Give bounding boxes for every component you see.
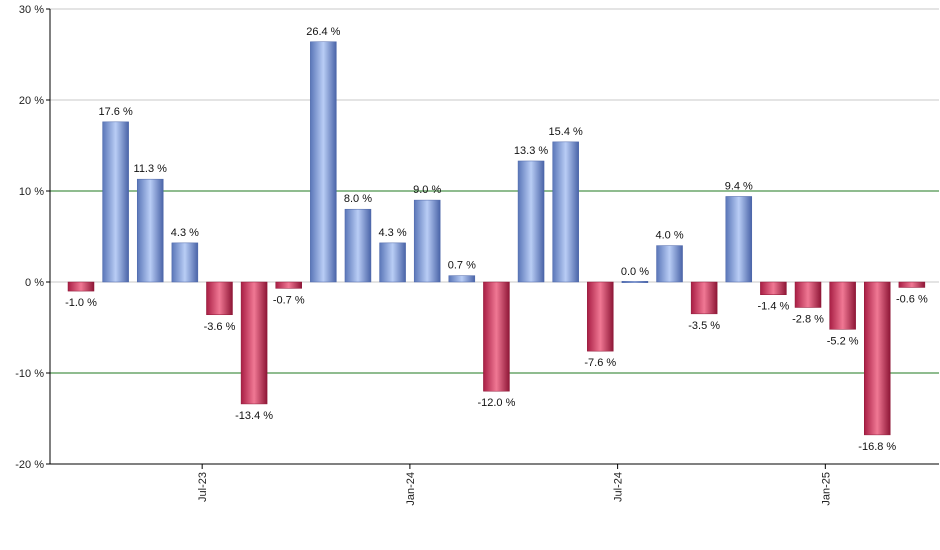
bar xyxy=(171,242,199,283)
bar-value-label: 9.0 % xyxy=(413,184,441,196)
bar-value-label: 0.0 % xyxy=(621,266,649,278)
y-tick-labels: 30 % 20 % 10 % 0 % -10 % -20 % xyxy=(15,4,50,471)
bar-value-label: 26.4 % xyxy=(306,26,340,38)
bar xyxy=(102,121,129,283)
bar-value-label: 11.3 % xyxy=(134,163,168,175)
y-tick-label: 0 % xyxy=(25,277,44,289)
y-tick-label: 20 % xyxy=(19,95,44,107)
bar-value-label: -5.2 % xyxy=(827,335,859,347)
bar-value-label: -2.8 % xyxy=(792,313,824,325)
y-tick-label: 10 % xyxy=(19,186,44,198)
bar xyxy=(898,281,926,288)
bar-value-label: 4.3 % xyxy=(379,227,407,239)
bars xyxy=(67,41,926,436)
bar xyxy=(206,281,233,316)
bar xyxy=(552,141,579,283)
bar-value-label: -1.0 % xyxy=(65,297,97,309)
bar xyxy=(690,281,718,315)
bar-value-label: 15.4 % xyxy=(549,126,583,138)
bar-value-label: -3.6 % xyxy=(204,321,236,333)
bar-value-label: -16.8 % xyxy=(858,441,896,453)
x-tick-labels: Jul-23 Jan-24 Jul-24 Jan-25 xyxy=(197,464,832,506)
bar xyxy=(794,281,822,308)
bar-value-label: 17.6 % xyxy=(98,106,132,118)
bar-value-label: 4.3 % xyxy=(171,227,199,239)
bar-value-label: -7.6 % xyxy=(584,357,616,369)
bar xyxy=(587,281,614,352)
bar xyxy=(379,242,406,283)
bar-value-label: 8.0 % xyxy=(344,193,372,205)
x-tick-label: Jul-24 xyxy=(613,472,625,502)
bar xyxy=(483,281,510,392)
y-tick-label: -20 % xyxy=(15,459,44,471)
bar xyxy=(760,281,787,295)
x-tick-label: Jan-25 xyxy=(820,472,832,506)
bar xyxy=(413,199,441,283)
bar xyxy=(864,281,891,436)
bar xyxy=(829,281,856,330)
bar-value-label: -12.0 % xyxy=(477,397,515,409)
axes xyxy=(49,9,939,465)
y-tick-label: 30 % xyxy=(19,4,44,16)
bar xyxy=(448,275,476,283)
bar-value-label: 9.4 % xyxy=(725,180,753,192)
y-tick-label: -10 % xyxy=(15,368,44,380)
bar-value-label: -0.7 % xyxy=(273,294,305,306)
bar xyxy=(136,178,164,283)
bar xyxy=(517,160,545,283)
bar xyxy=(725,196,753,283)
bar xyxy=(310,41,337,283)
x-tick-label: Jan-24 xyxy=(405,472,417,506)
bar-value-label: 0.7 % xyxy=(448,260,476,272)
bar xyxy=(656,245,683,283)
bar-value-label: -13.4 % xyxy=(235,410,273,422)
bar-value-label: -0.6 % xyxy=(896,293,928,305)
bar-value-label: 4.0 % xyxy=(655,230,683,242)
bar xyxy=(344,208,372,283)
bar xyxy=(240,281,268,405)
bar xyxy=(275,281,302,289)
bar-value-label: 13.3 % xyxy=(514,145,548,157)
bar-value-label: -3.5 % xyxy=(688,320,720,332)
bar-value-label: -1.4 % xyxy=(758,301,790,313)
x-tick-label: Jul-23 xyxy=(197,472,209,502)
data-labels: -1.0 % 17.6 % 11.3 % 4.3 % -3.6 % -13.4 % -0.7… xyxy=(65,26,928,453)
bar xyxy=(67,281,95,292)
bar xyxy=(621,281,649,283)
